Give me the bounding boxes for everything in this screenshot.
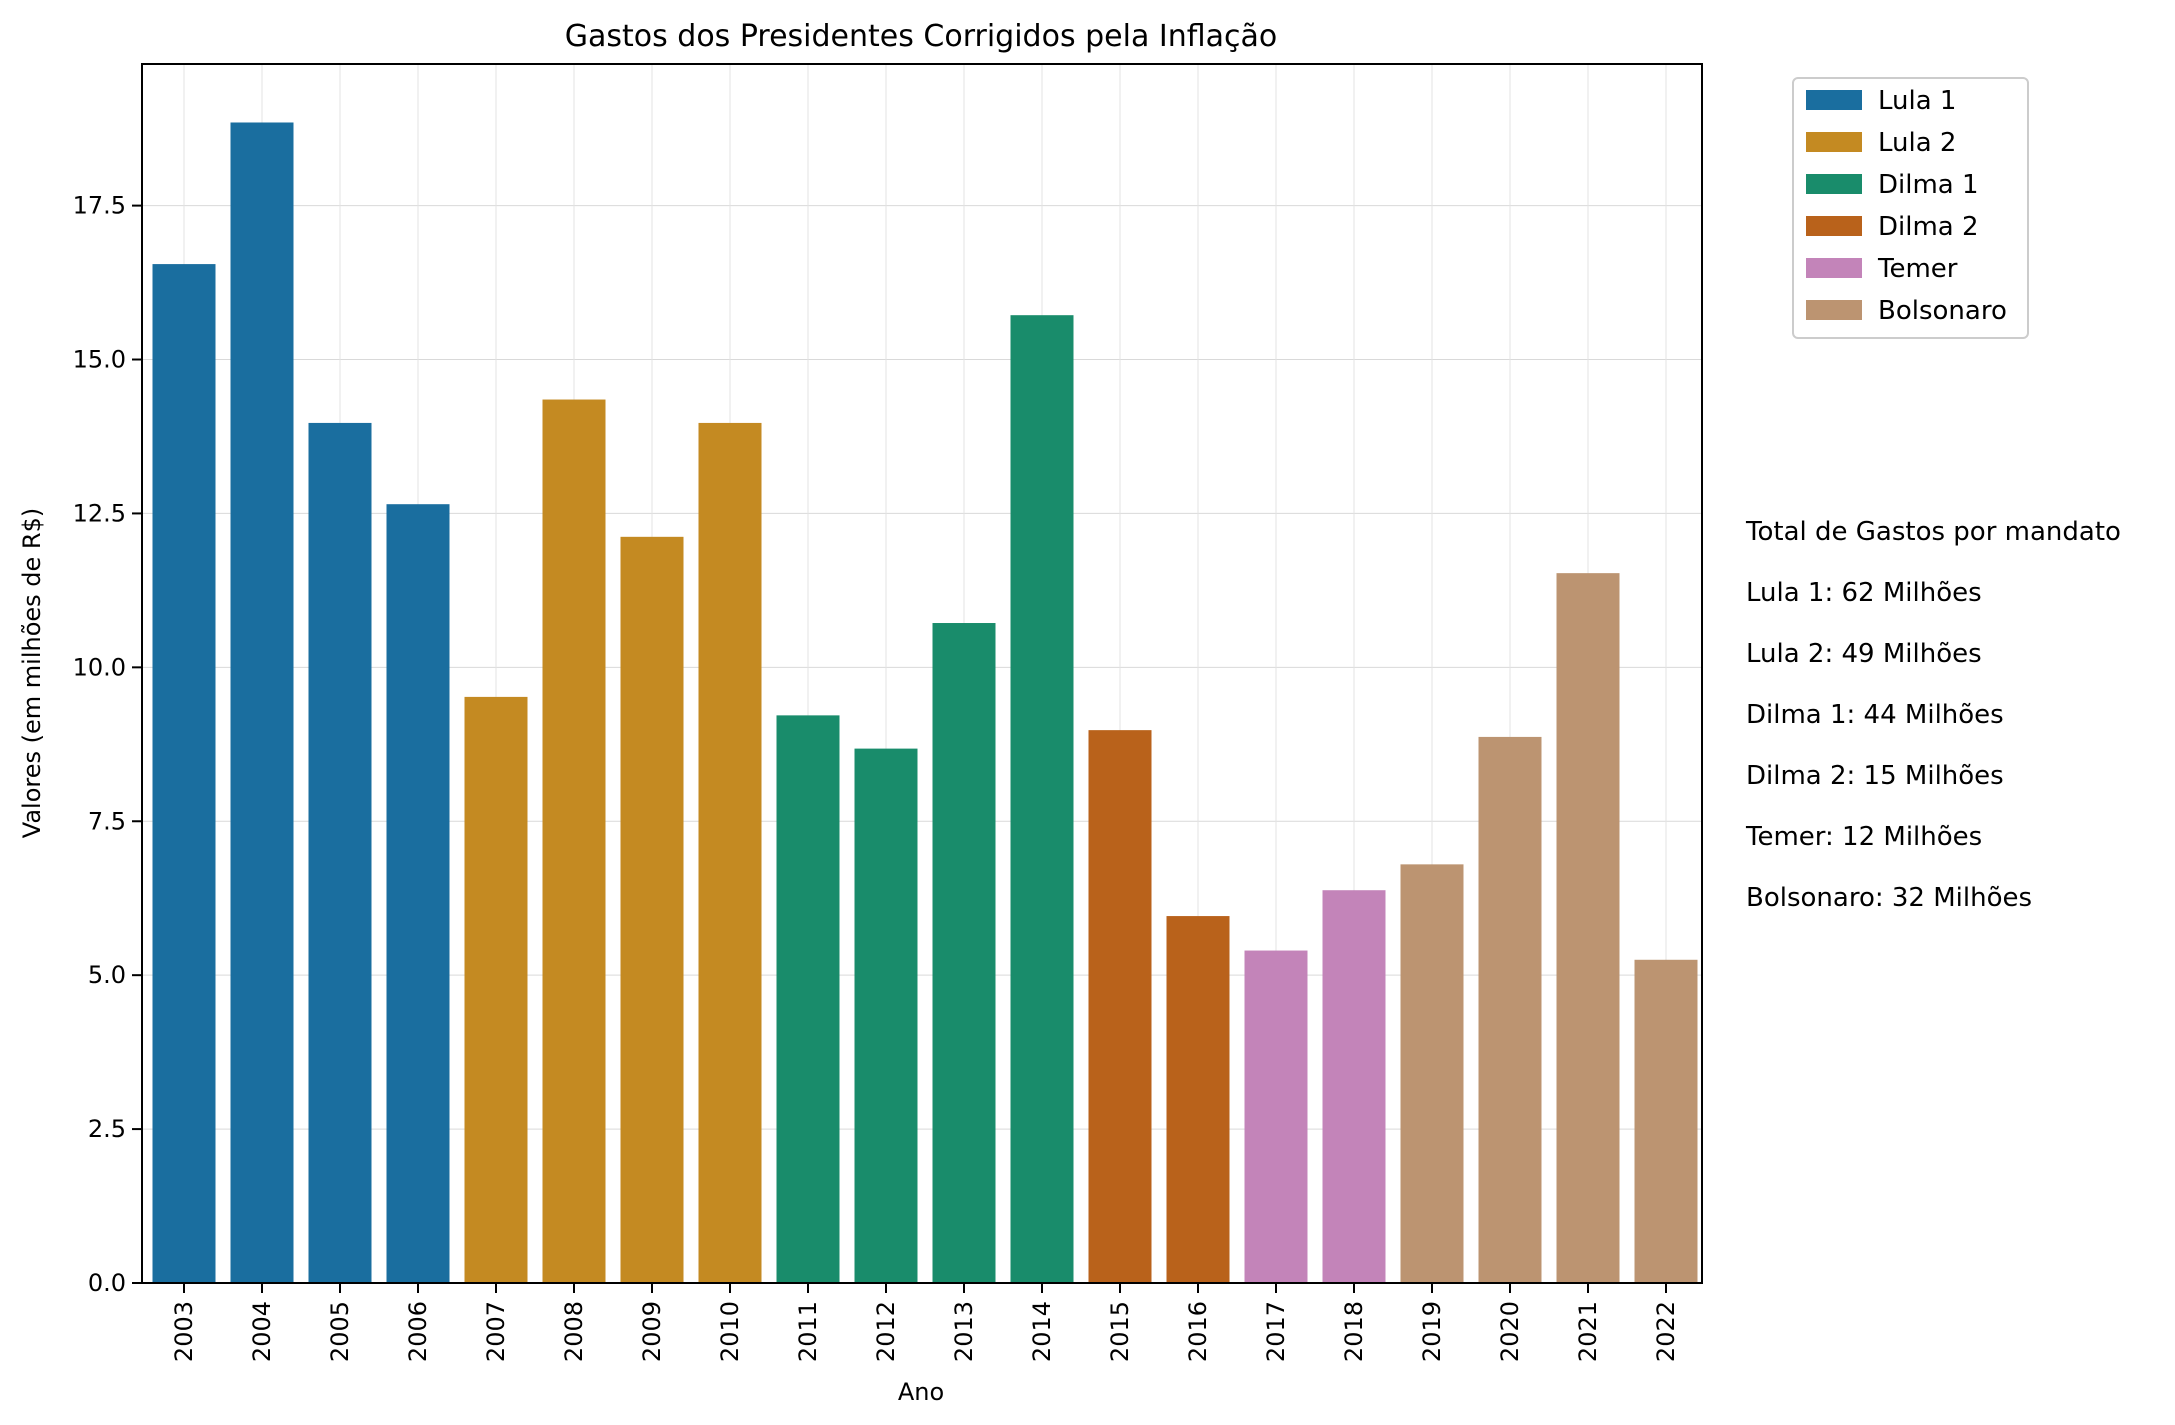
legend-swatch	[1806, 90, 1862, 110]
bar-2018	[1322, 890, 1386, 1283]
y-tick-label: 12.5	[73, 499, 126, 527]
bar-2021	[1556, 573, 1620, 1283]
legend-label: Lula 2	[1878, 128, 1956, 158]
y-tick-label: 2.5	[88, 1115, 126, 1143]
x-tick-label: 2017	[1262, 1301, 1290, 1362]
bar-2015	[1088, 730, 1152, 1283]
legend-label: Temer	[1877, 254, 1958, 284]
y-tick-label: 0.0	[88, 1269, 126, 1297]
x-tick-label: 2021	[1574, 1301, 1602, 1362]
chart-title: Gastos dos Presidentes Corrigidos pela I…	[565, 19, 1278, 54]
annotation-line: Dilma 2: 15 Milhões	[1746, 761, 2004, 791]
bar-2011	[776, 715, 840, 1283]
bar-2016	[1166, 916, 1230, 1283]
legend-label: Bolsonaro	[1878, 296, 2007, 326]
x-tick-label: 2004	[248, 1301, 276, 1362]
x-tick-label: 2012	[872, 1301, 900, 1362]
mandate-totals-annotation: Total de Gastos por mandato Lula 1: 62 Mi…	[1745, 517, 2121, 913]
legend-swatch	[1806, 174, 1862, 194]
bar-2010	[698, 422, 762, 1284]
bar-2014	[1010, 315, 1074, 1283]
legend-item: Dilma 1	[1806, 170, 1979, 200]
x-axis: 2003 2004 2005 2006 2007 2008 2009 2010 2011 2012…	[170, 1283, 1680, 1362]
legend: Lula 1 Lula 2 Dilma 1 Dilma 2 Temer Bolsonaro	[1792, 77, 2029, 339]
grid-layer	[142, 64, 1702, 1284]
legend-swatch	[1806, 258, 1862, 278]
legend-item: Dilma 2	[1806, 212, 1979, 242]
x-tick-label: 2018	[1340, 1301, 1368, 1362]
bar-2007	[464, 696, 528, 1283]
x-tick-label: 2003	[170, 1301, 198, 1362]
x-tick-label: 2011	[794, 1301, 822, 1362]
legend-item: Lula 1	[1806, 86, 1956, 116]
y-axis-label: Valores (em milhões de R$)	[18, 508, 46, 838]
y-tick-label: 5.0	[88, 961, 126, 989]
bar-2019	[1400, 864, 1464, 1283]
bar-2004	[230, 122, 294, 1283]
annotation-heading: Total de Gastos por mandato	[1745, 517, 2121, 547]
legend-label: Dilma 1	[1878, 170, 1979, 200]
plot-frame	[141, 63, 1703, 1284]
annotation-line: Bolsonaro: 32 Milhões	[1746, 883, 2032, 913]
legend-label: Lula 1	[1878, 86, 1956, 116]
bar-2005	[308, 422, 372, 1284]
y-tick-label: 10.0	[73, 653, 126, 681]
annotation-line: Temer: 12 Milhões	[1745, 822, 1982, 852]
bar-2022	[1634, 959, 1698, 1283]
legend-item: Bolsonaro	[1806, 296, 2007, 326]
legend-label: Dilma 2	[1878, 212, 1979, 242]
x-tick-label: 2009	[638, 1301, 666, 1362]
bar-2009	[620, 536, 684, 1283]
x-tick-label: 2007	[482, 1301, 510, 1362]
x-tick-label: 2006	[404, 1301, 432, 1362]
x-tick-label: 2020	[1496, 1301, 1524, 1362]
annotation-line: Lula 2: 49 Milhões	[1746, 639, 1982, 669]
bar-2017	[1244, 950, 1308, 1283]
x-tick-label: 2019	[1418, 1301, 1446, 1362]
legend-swatch	[1806, 216, 1862, 236]
x-tick-label: 2022	[1652, 1301, 1680, 1362]
annotation-line: Lula 1: 62 Milhões	[1746, 578, 1982, 608]
bar-2013	[932, 623, 996, 1283]
y-tick-label: 7.5	[88, 807, 126, 835]
x-tick-label: 2014	[1028, 1301, 1056, 1362]
bar-2003	[152, 264, 216, 1283]
legend-swatch	[1806, 300, 1862, 320]
legend-swatch	[1806, 132, 1862, 152]
x-axis-label: Ano	[898, 1378, 944, 1406]
y-axis: 0.0 2.5 5.0 7.5 10.0 12.5 15.0 17.5	[73, 192, 142, 1297]
legend-item: Lula 2	[1806, 128, 1956, 158]
bar-2008	[542, 399, 606, 1283]
x-tick-label: 2015	[1106, 1301, 1134, 1362]
x-tick-label: 2005	[326, 1301, 354, 1362]
x-tick-label: 2013	[950, 1301, 978, 1362]
legend-item: Temer	[1806, 254, 1958, 284]
x-tick-label: 2008	[560, 1301, 588, 1362]
x-tick-label: 2010	[716, 1301, 744, 1362]
bar-2020	[1478, 736, 1542, 1283]
bar-2012	[854, 748, 918, 1283]
y-tick-label: 15.0	[73, 346, 126, 374]
bar-2006	[386, 504, 450, 1283]
x-tick-label: 2016	[1184, 1301, 1212, 1362]
bars-layer	[152, 122, 1698, 1284]
annotation-line: Dilma 1: 44 Milhões	[1746, 700, 2004, 730]
y-tick-label: 17.5	[73, 192, 126, 220]
